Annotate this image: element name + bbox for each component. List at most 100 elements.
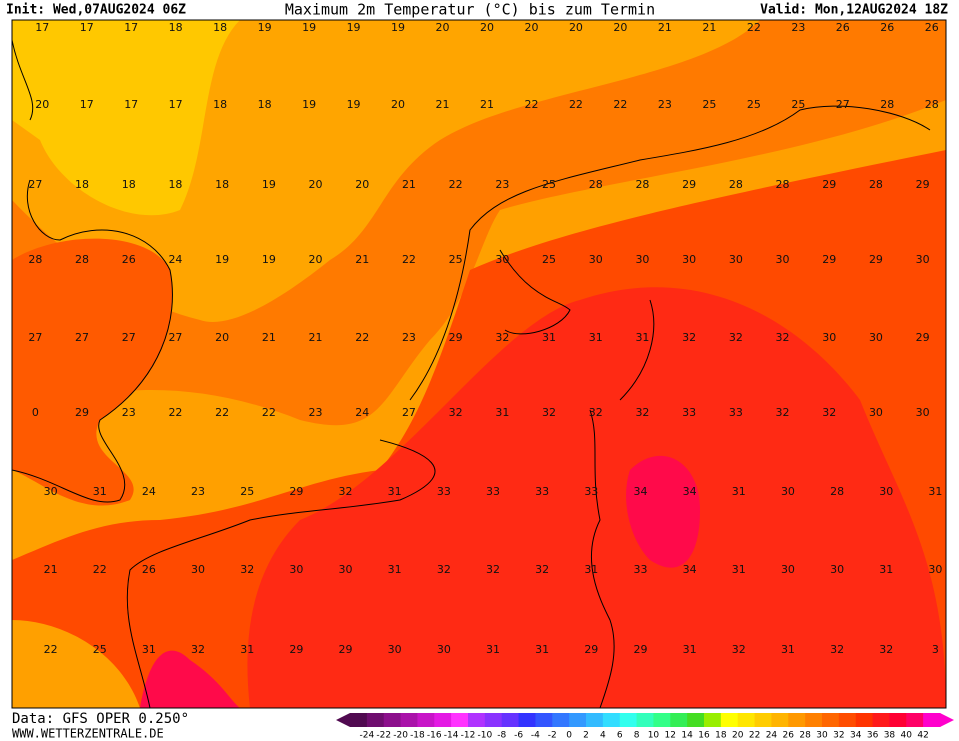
temp-value: 23 <box>309 406 323 419</box>
colorbar-label: -20 <box>393 731 408 741</box>
temp-value: 31 <box>486 643 500 656</box>
colorbar-cell <box>822 713 840 727</box>
temp-value: 31 <box>142 643 156 656</box>
temp-value: 30 <box>830 563 844 576</box>
temp-value: 31 <box>635 331 649 344</box>
temp-value: 34 <box>683 563 697 576</box>
colorbar-label: 12 <box>665 731 676 741</box>
temp-value: 18 <box>75 178 89 191</box>
colorbar-cell <box>805 713 823 727</box>
colorbar-label: 18 <box>715 731 727 741</box>
colorbar-label: 14 <box>681 731 693 741</box>
colorbar-label: 10 <box>648 731 660 741</box>
temp-value: 18 <box>169 21 183 34</box>
colorbar-cell <box>602 713 621 727</box>
temp-value: 22 <box>44 643 58 656</box>
temp-value: 30 <box>635 253 649 266</box>
temp-value: 29 <box>75 406 89 419</box>
temp-value: 33 <box>729 406 743 419</box>
temp-value: 32 <box>339 485 353 498</box>
temp-value: 31 <box>928 485 942 498</box>
colorbar-cell <box>400 713 418 727</box>
colorbar-label: -10 <box>478 731 493 741</box>
colorbar-cell <box>569 713 587 727</box>
colorbar-cell <box>586 713 604 727</box>
zone-yellow <box>12 20 240 216</box>
colorbar-cell <box>636 713 654 727</box>
temp-value: 28 <box>830 485 844 498</box>
colorbar-cell <box>704 713 722 727</box>
temp-value: 23 <box>658 98 672 111</box>
temp-value: 29 <box>633 643 647 656</box>
colorbar-label: -18 <box>410 731 425 741</box>
temp-value: 22 <box>168 406 182 419</box>
temp-value: 30 <box>928 563 942 576</box>
map-area <box>12 20 946 708</box>
temp-value: 18 <box>215 178 229 191</box>
temp-value: 26 <box>880 21 894 34</box>
temp-value: 29 <box>289 643 303 656</box>
temp-value: 31 <box>732 485 746 498</box>
temp-value: 31 <box>542 331 556 344</box>
colorbar-cell <box>720 713 739 727</box>
temp-value: 31 <box>535 643 549 656</box>
temp-value: 25 <box>240 485 254 498</box>
temp-value: 20 <box>215 331 229 344</box>
colorbar-label: 0 <box>566 731 572 741</box>
temp-value: 21 <box>309 331 323 344</box>
temp-value: 28 <box>729 178 743 191</box>
colorbar-label: 22 <box>749 731 760 741</box>
zone-hot-sw <box>140 650 240 708</box>
valid-label: Valid: Mon,12AUG2024 18Z <box>760 3 948 18</box>
temp-value: 29 <box>916 331 930 344</box>
temp-value: 29 <box>822 253 836 266</box>
temp-value: 30 <box>916 406 930 419</box>
temp-value: 31 <box>732 563 746 576</box>
temp-value: 27 <box>75 331 89 344</box>
temp-value: 27 <box>168 331 182 344</box>
temp-value: 24 <box>355 406 369 419</box>
temp-value: 23 <box>791 21 805 34</box>
temp-value: 22 <box>524 98 538 111</box>
temp-value: 30 <box>879 485 893 498</box>
temp-value: 28 <box>776 178 790 191</box>
colorbar-cell <box>484 713 503 727</box>
colorbar-cell <box>923 713 941 727</box>
temp-value: 23 <box>122 406 136 419</box>
temp-value: 26 <box>925 21 939 34</box>
temp-value: 21 <box>262 331 276 344</box>
colorbar-cell <box>737 713 756 727</box>
zone-hot <box>626 455 700 568</box>
temp-value: 28 <box>869 178 883 191</box>
temp-value: 32 <box>486 563 500 576</box>
temp-value: 31 <box>388 563 402 576</box>
temp-value: 22 <box>569 98 583 111</box>
temp-value: 31 <box>683 643 697 656</box>
temp-value: 33 <box>682 406 696 419</box>
temp-value: 28 <box>635 178 649 191</box>
temp-value: 30 <box>776 253 790 266</box>
temp-value: 18 <box>122 178 136 191</box>
temp-value: 32 <box>437 563 451 576</box>
temp-value: 18 <box>258 98 272 111</box>
colorbar-label: 6 <box>617 731 623 741</box>
colorbar-label: -6 <box>514 731 523 741</box>
temp-value: 19 <box>347 98 361 111</box>
temp-value: 34 <box>683 485 697 498</box>
temp-value: 19 <box>215 253 229 266</box>
colorbar-label: 30 <box>816 731 828 741</box>
colorbar-cell <box>535 713 553 727</box>
temp-value: 20 <box>309 253 323 266</box>
temp-value: 24 <box>142 485 156 498</box>
temp-value: 31 <box>93 485 107 498</box>
temp-value: 32 <box>542 406 556 419</box>
colorbar-left-arrow <box>336 713 350 727</box>
colorbar-cell <box>771 713 789 727</box>
temp-value: 29 <box>449 331 463 344</box>
temp-value: 27 <box>28 331 42 344</box>
temp-value: 30 <box>589 253 603 266</box>
temp-value: 19 <box>302 98 316 111</box>
temp-value: 32 <box>776 406 790 419</box>
temp-value: 32 <box>682 331 696 344</box>
temp-value: 32 <box>495 331 509 344</box>
